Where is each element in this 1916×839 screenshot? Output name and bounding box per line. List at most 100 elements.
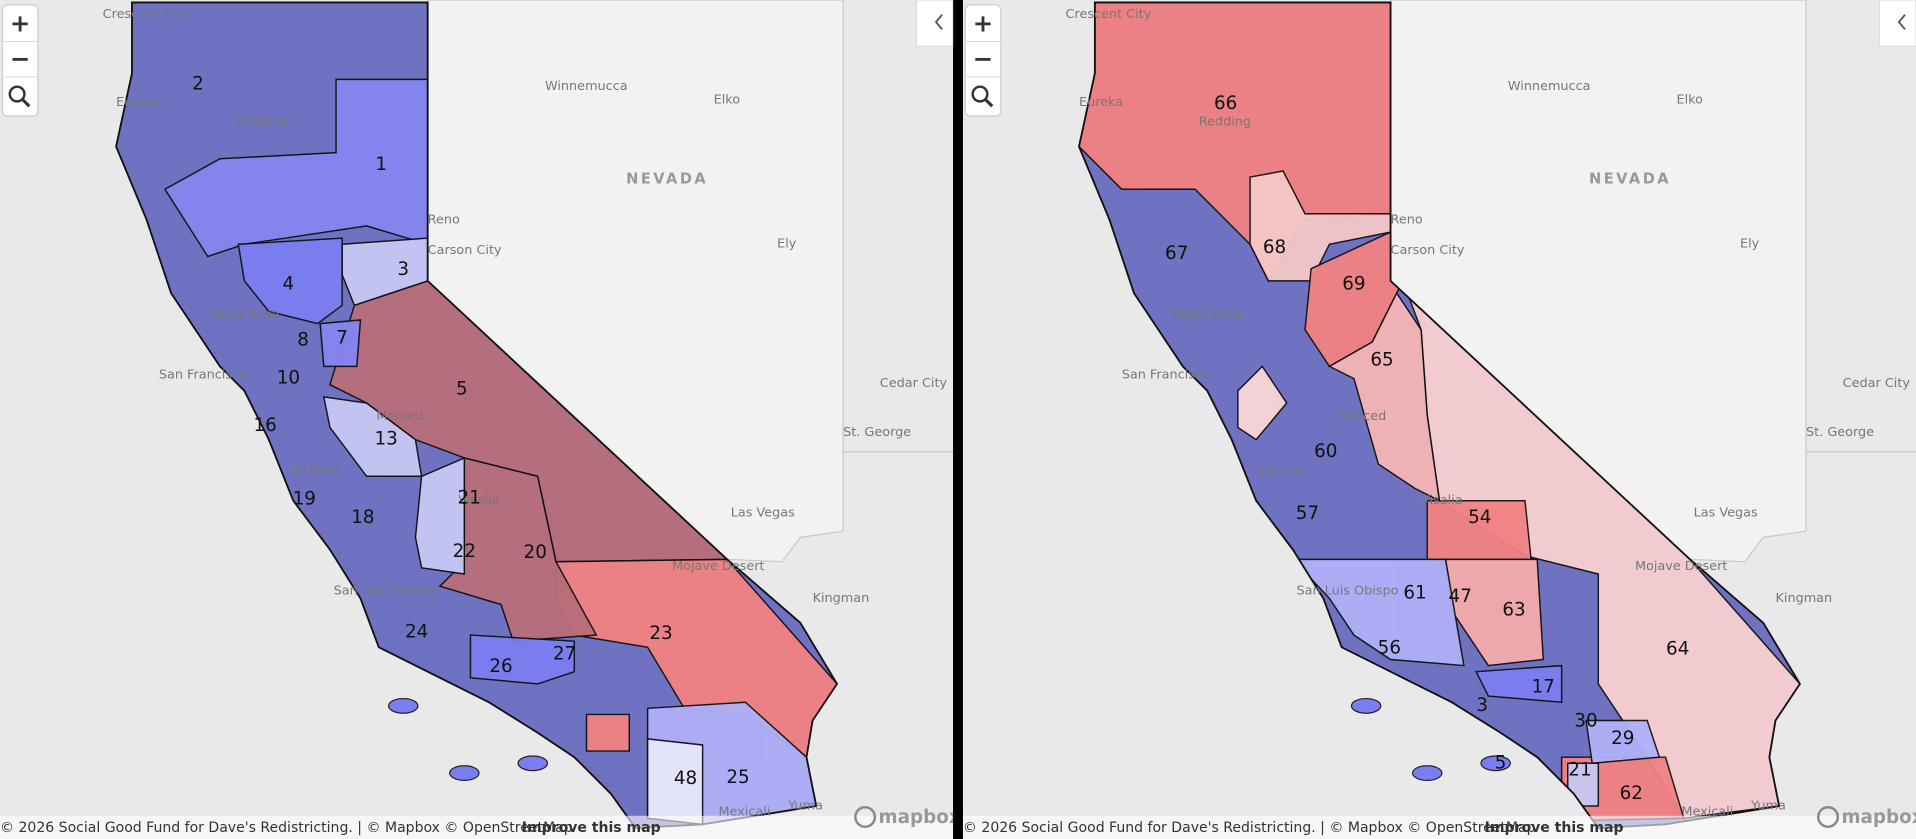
district-label: 29 (1611, 728, 1634, 749)
attribution-bar (962, 815, 1916, 839)
zoom-out-button[interactable]: − (973, 44, 993, 73)
district-label: 22 (453, 541, 476, 562)
district-label: 4 (283, 274, 295, 295)
place-label: Reno (428, 212, 460, 227)
place-label: Salinas (1256, 463, 1302, 478)
district-label: 18 (351, 507, 374, 528)
district-label: 47 (1449, 586, 1472, 607)
divider (950, 0, 963, 839)
district (1327, 291, 1441, 502)
district-label: 69 (1342, 274, 1365, 295)
district-label: 66 (1214, 93, 1237, 114)
place-label: San Luis Obispo (1296, 584, 1398, 599)
place-label: Las Vegas (731, 505, 795, 520)
collapse-button[interactable] (915, 0, 954, 48)
district-label: 61 (1403, 583, 1426, 604)
collapse-button[interactable] (1878, 0, 1916, 48)
place-label: Crescent City (103, 7, 189, 22)
island (449, 765, 480, 781)
place-label: Santa Rosa (1171, 308, 1243, 323)
zoom-reset-button[interactable] (971, 85, 989, 103)
district (1249, 170, 1392, 282)
improve-map-link[interactable]: Improve this map (522, 820, 661, 836)
district (237, 237, 343, 325)
district-label: 1 (375, 154, 387, 175)
district (414, 456, 466, 575)
district-label: 27 (553, 644, 576, 665)
place-label: Eureka (1079, 95, 1123, 110)
district-label: 62 (1620, 783, 1643, 804)
collapse-icon (934, 14, 943, 30)
place-label: Cedar City (880, 376, 948, 391)
place-label: Las Vegas (1694, 505, 1758, 520)
district-label: 54 (1468, 507, 1491, 528)
place-label: Ely (1740, 237, 1760, 252)
place-label: Cedar City (1843, 376, 1911, 391)
district (319, 319, 362, 368)
place-label: Elko (1677, 93, 1704, 108)
districts (1078, 2, 1800, 829)
mapbox-logo[interactable]: mapbox (879, 807, 961, 828)
zoom-reset-button[interactable] (8, 85, 26, 103)
district-label: 26 (489, 656, 512, 677)
district-label: 68 (1263, 237, 1286, 258)
district-label: 13 (374, 429, 397, 450)
district (585, 713, 631, 752)
place-label: Redding (236, 115, 288, 130)
place-label: Kingman (813, 591, 870, 606)
district-label: 63 (1502, 600, 1525, 621)
district (322, 396, 423, 478)
district-label: 21 (1568, 760, 1591, 781)
zoom-in-button[interactable]: + (10, 8, 30, 37)
district-label: 57 (1296, 503, 1319, 524)
district-label: 5 (1495, 752, 1507, 773)
place-label: Reno (1391, 212, 1423, 227)
district-label: 24 (405, 622, 428, 643)
district-label: 20 (524, 542, 547, 563)
place-label: Merced (1339, 409, 1386, 424)
district-label: 48 (674, 768, 697, 789)
place-label: Carson City (428, 243, 502, 258)
map-panel: Crescent City Eureka Redding Winnemucca Elko… (0, 0, 961, 839)
district-label: 7 (336, 327, 348, 348)
zoom-reset-handle (983, 97, 994, 108)
place-label: Winnemucca (545, 79, 628, 94)
district-label: 65 (1370, 349, 1393, 370)
mapbox-logo[interactable]: mapbox (1841, 807, 1916, 828)
place-label: Mojave Desert (1635, 559, 1727, 574)
zoom-reset-handle (20, 97, 31, 108)
place-label: Elko (714, 93, 741, 108)
districts (116, 2, 838, 829)
place-label: Visalia (458, 493, 500, 508)
logo-icon (1817, 806, 1840, 829)
district (1237, 365, 1288, 441)
district-label: 2 (192, 73, 204, 94)
place-label: St. George (843, 425, 911, 440)
zoom-out-button[interactable]: − (10, 44, 30, 73)
attribution: © 2026 Social Good Fund for Dave's Redis… (0, 820, 573, 836)
improve-map-link[interactable]: Improve this map (1485, 820, 1624, 836)
district-label: 60 (1314, 441, 1337, 462)
place-label: San Francisco (159, 367, 247, 382)
place-label: Winnemucca (1508, 79, 1591, 94)
district-label: 64 (1666, 639, 1689, 660)
place-label: Eureka (116, 95, 160, 110)
district-label: 3 (1476, 695, 1488, 716)
place-label: San Luis Obispo (334, 584, 436, 599)
place-label: Santa Rosa (208, 308, 280, 323)
state-label: NEVADA (1589, 171, 1671, 188)
island (387, 697, 419, 714)
place-label: Carson City (1391, 243, 1465, 258)
district (469, 634, 576, 685)
island (517, 755, 549, 772)
state-label: NEVADA (626, 171, 708, 188)
district (1291, 558, 1465, 667)
district-label: 5 (456, 379, 468, 400)
logo-icon (854, 806, 877, 829)
zoom-in-button[interactable]: + (973, 8, 993, 37)
district-label: 3 (397, 259, 409, 280)
place-label: Yuma (787, 799, 823, 814)
district-label: 21 (458, 487, 481, 508)
district-label: 8 (297, 330, 309, 351)
